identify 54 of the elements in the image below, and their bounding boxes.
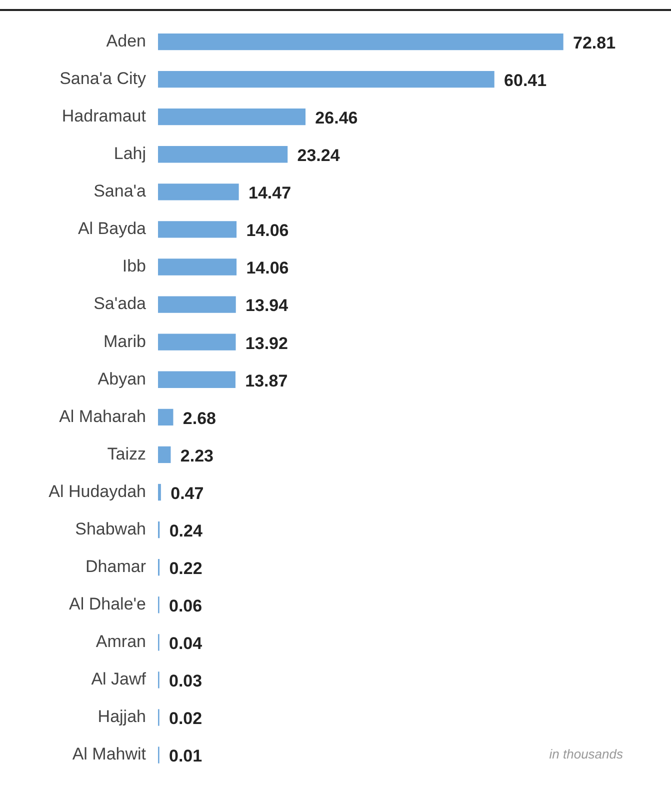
y-tick-label: Al Mahwit: [72, 744, 146, 764]
data-label: 2.23: [180, 446, 214, 466]
y-tick-label: Shabwah: [75, 519, 146, 538]
bar: [158, 108, 306, 126]
data-label: 0.02: [169, 709, 202, 728]
data-label: 0.06: [169, 596, 202, 616]
y-tick-label: Al Hudaydah: [48, 482, 146, 501]
data-label: 13.87: [245, 371, 288, 390]
bar: [158, 334, 236, 350]
data-label: 23.24: [297, 146, 340, 166]
y-tick-label: Sa'ada: [94, 294, 147, 314]
data-label: 0.04: [169, 634, 203, 654]
annotation: in thousands: [549, 746, 624, 762]
data-label: 14.06: [246, 221, 289, 240]
bar: [158, 446, 171, 464]
data-label: 2.68: [182, 408, 216, 428]
y-tick-label: Amran: [96, 632, 146, 652]
y-tick-label: Taizz: [107, 444, 146, 464]
bar: [158, 70, 494, 88]
y-tick-label: Al Jawf: [91, 670, 146, 689]
data-label: 0.03: [169, 672, 202, 691]
y-tick-label: Sana'a City: [60, 68, 146, 88]
bar: [158, 296, 236, 313]
data-label: 14.06: [246, 258, 289, 278]
y-tick-label: Hadramaut: [62, 106, 146, 126]
bar: [158, 221, 237, 238]
y-tick-label: Al Maharah: [59, 406, 146, 426]
bar: [158, 484, 161, 501]
y-tick-label: Dhamar: [86, 557, 146, 576]
data-label: 0.24: [169, 521, 203, 540]
data-label: 26.46: [315, 108, 358, 128]
bar: [158, 146, 288, 163]
data-label: 14.47: [248, 184, 292, 203]
y-tick-label: Sana'a: [94, 182, 147, 201]
bar: [158, 184, 239, 200]
bar: [158, 408, 174, 426]
data-label: 72.81: [573, 33, 616, 52]
y-tick-label: Marib: [103, 332, 146, 351]
y-tick-label: Al Dhale'e: [69, 594, 146, 614]
data-label: 13.94: [246, 296, 289, 316]
data-label: 13.92: [245, 334, 288, 353]
data-label: 60.41: [504, 70, 547, 90]
data-label: 0.01: [169, 746, 202, 766]
bar: [158, 33, 564, 50]
data-label: 0.47: [170, 484, 204, 503]
y-tick-label: Abyan: [98, 369, 146, 388]
y-tick-label: Ibb: [122, 256, 146, 276]
y-tick-label: Hajjah: [98, 707, 146, 726]
y-tick-label: Al Bayda: [78, 219, 147, 238]
y-tick-label: Lahj: [114, 144, 146, 164]
y-tick-label: Aden: [106, 31, 146, 50]
bar: [158, 371, 236, 388]
bar: [158, 258, 237, 276]
data-label: 0.22: [169, 559, 202, 578]
